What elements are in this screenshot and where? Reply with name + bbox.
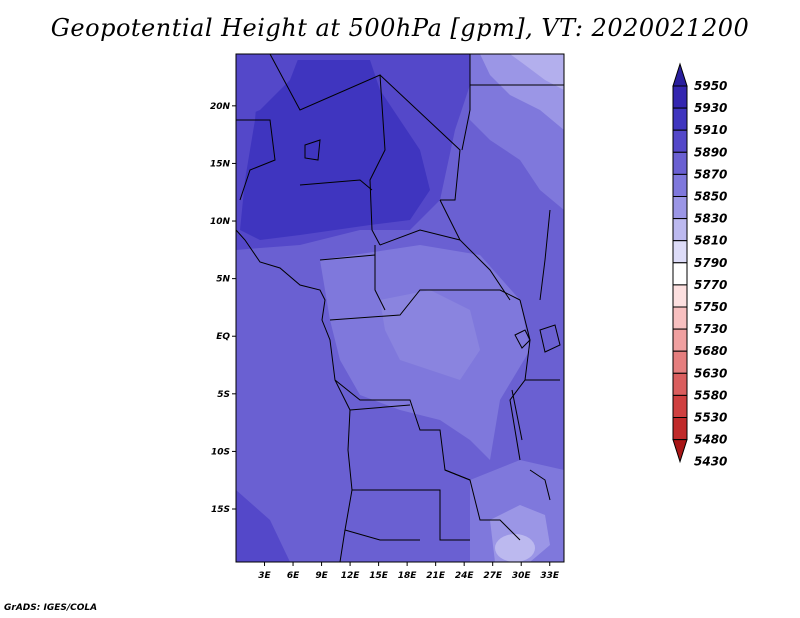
colorbar-label: 5810 bbox=[694, 234, 727, 248]
lat-tick-label: 10N bbox=[210, 217, 231, 227]
colorbar-label: 5950 bbox=[694, 79, 727, 93]
colorbar-label: 5530 bbox=[694, 411, 727, 425]
lat-tick-label: 10S bbox=[211, 447, 230, 457]
colorbar-segment bbox=[672, 417, 688, 441]
lon-tick-label: 9E bbox=[315, 571, 328, 581]
lat-tick-label: 5N bbox=[216, 275, 230, 285]
chart-title: Geopotential Height at 500hPa [gpm], VT:… bbox=[50, 14, 750, 42]
colorbar-label: 5850 bbox=[694, 190, 727, 204]
lon-tick-label: 3E bbox=[258, 571, 271, 581]
colorbar-label: 5770 bbox=[694, 278, 727, 292]
lon-tick-label: 30E bbox=[512, 571, 532, 581]
map-frame bbox=[235, 53, 565, 563]
colorbar-label: 5890 bbox=[694, 145, 727, 159]
colorbar-label: 5630 bbox=[694, 366, 727, 380]
colorbar-segment bbox=[672, 284, 688, 308]
colorbar-segment bbox=[672, 218, 688, 242]
lon-tick-label: 15E bbox=[369, 571, 389, 581]
colorbar-segment bbox=[672, 151, 688, 175]
country-borders bbox=[236, 54, 564, 562]
colorbar-segment bbox=[672, 196, 688, 220]
colorbar-label: 5750 bbox=[694, 300, 727, 314]
lat-tick-label: 20N bbox=[210, 102, 231, 112]
lon-tick-label: 24E bbox=[455, 571, 475, 581]
lon-tick-label: 27E bbox=[483, 571, 503, 581]
colorbar-label: 5790 bbox=[694, 256, 727, 270]
colorbar-segment bbox=[672, 350, 688, 374]
lat-tick-label: EQ bbox=[216, 332, 230, 342]
colorbar-label: 5870 bbox=[694, 167, 727, 181]
colorbar-label: 5680 bbox=[694, 344, 727, 358]
lat-tick-label: 15N bbox=[210, 159, 231, 169]
lon-tick-label: 21E bbox=[426, 571, 446, 581]
colorbar-segment bbox=[672, 328, 688, 352]
colorbar: 5950 5930 5910 5890 5870 5850 5830 5810 5790 5770… bbox=[672, 62, 727, 469]
colorbar-segment bbox=[672, 85, 688, 109]
colorbar-label: 5830 bbox=[694, 212, 727, 226]
colorbar-label: 5480 bbox=[694, 433, 727, 447]
lakes bbox=[304, 139, 561, 501]
longitude-axis: 3E 6E 9E 12E 15E 18E 21E 24E 27E 30E 33E bbox=[258, 562, 560, 581]
colorbar-label: 5580 bbox=[694, 388, 727, 402]
colorbar-segment bbox=[672, 394, 688, 418]
colorbar-segment bbox=[672, 240, 688, 264]
lon-tick-label: 18E bbox=[398, 571, 418, 581]
colorbar-segment bbox=[672, 372, 688, 396]
latitude-axis: 20N 15N 10N 5N EQ 5S 10S 15S bbox=[210, 102, 236, 515]
colorbar-segment bbox=[672, 173, 688, 197]
colorbar-segment bbox=[672, 262, 688, 286]
lon-tick-label: 6E bbox=[287, 571, 300, 581]
colorbar-label: 5730 bbox=[694, 322, 727, 336]
lon-tick-label: 33E bbox=[540, 571, 560, 581]
colorbar-segment bbox=[672, 306, 688, 330]
colorbar-label: 5910 bbox=[694, 123, 727, 137]
colorbar-segment bbox=[672, 129, 688, 153]
lat-tick-label: 5S bbox=[217, 390, 230, 400]
colorbar-label: 5930 bbox=[694, 101, 727, 115]
footer-credit: GrADS: IGES/COLA bbox=[4, 603, 98, 613]
colorbar-segment bbox=[672, 107, 688, 131]
colorbar-label: 5430 bbox=[694, 455, 727, 469]
height-field bbox=[236, 54, 564, 562]
colorbar-top-arrow bbox=[672, 62, 688, 87]
lat-tick-label: 15S bbox=[211, 505, 230, 515]
colorbar-bottom-arrow bbox=[672, 439, 688, 464]
lon-tick-label: 12E bbox=[341, 571, 361, 581]
